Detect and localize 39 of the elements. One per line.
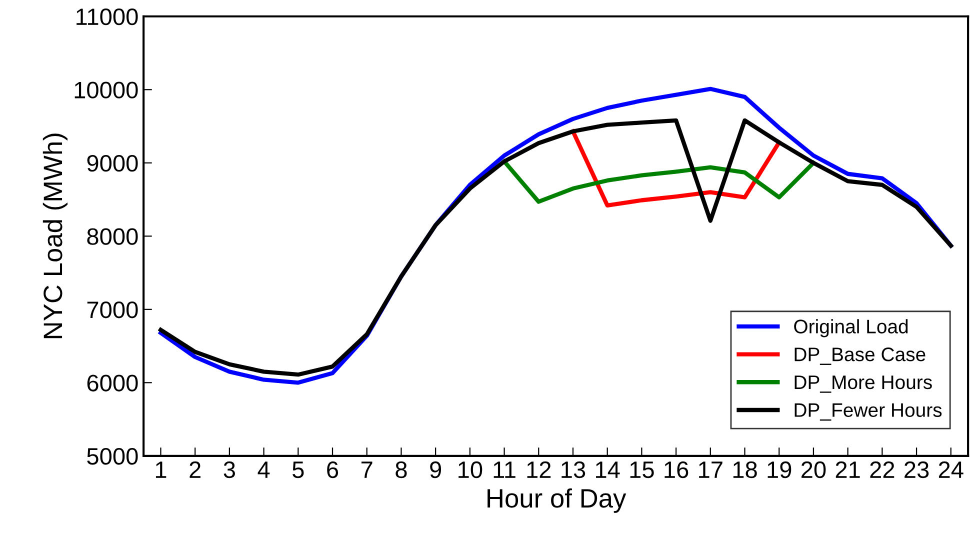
line-series — [570, 129, 782, 208]
legend-label: DP_Fewer Hours — [794, 403, 942, 421]
x-tick-label: 2 — [190, 461, 200, 478]
x-tick-label: 14 — [596, 462, 620, 478]
y-tick-label: 10000 — [74, 82, 138, 98]
line-series — [502, 159, 816, 204]
x-tick-label: 16 — [664, 461, 688, 478]
x-tick-label: 5 — [292, 462, 304, 478]
y-tick-label: 8000 — [87, 228, 138, 245]
x-tick-label: 7 — [362, 462, 372, 478]
x-tick-label: 3 — [224, 461, 235, 478]
legend-label: DP_More Hours — [794, 376, 932, 393]
x-tick-label: 11 — [494, 462, 516, 478]
y-tick-label: 11000 — [76, 8, 138, 26]
legend-label: DP_Base Case — [794, 348, 926, 365]
x-tick-label: 4 — [258, 462, 270, 478]
x-tick-label: 19 — [768, 461, 792, 478]
y-tick-label: 7000 — [87, 301, 138, 318]
x-tick-label: 8 — [396, 461, 407, 478]
legend-label: Original Load — [794, 319, 908, 338]
y-tick-label: 5000 — [87, 448, 138, 465]
x-tick-label: 21 — [836, 461, 860, 478]
x-tick-label: 17 — [699, 462, 722, 478]
x-tick-label: 6 — [327, 461, 338, 478]
x-tick-label: 24 — [938, 461, 964, 478]
x-tick-label: 12 — [527, 461, 551, 478]
x-axis-title: Hour of Day — [488, 488, 626, 513]
x-tick-label: 1 — [156, 462, 166, 478]
x-tick-label: 10 — [458, 461, 482, 478]
x-tick-label: 13 — [562, 461, 586, 478]
x-tick-label: 9 — [430, 461, 442, 478]
y-axis-title: NYC Load (MWh) — [42, 134, 68, 338]
x-tick-label: 20 — [802, 461, 826, 478]
x-tick-label: 22 — [870, 461, 894, 478]
y-tick-label: 9000 — [87, 154, 138, 172]
x-tick-label: 15 — [630, 462, 654, 478]
x-tick-label: 18 — [733, 461, 757, 478]
y-tick-label: 6000 — [87, 374, 138, 392]
x-tick-label: 23 — [904, 461, 929, 478]
